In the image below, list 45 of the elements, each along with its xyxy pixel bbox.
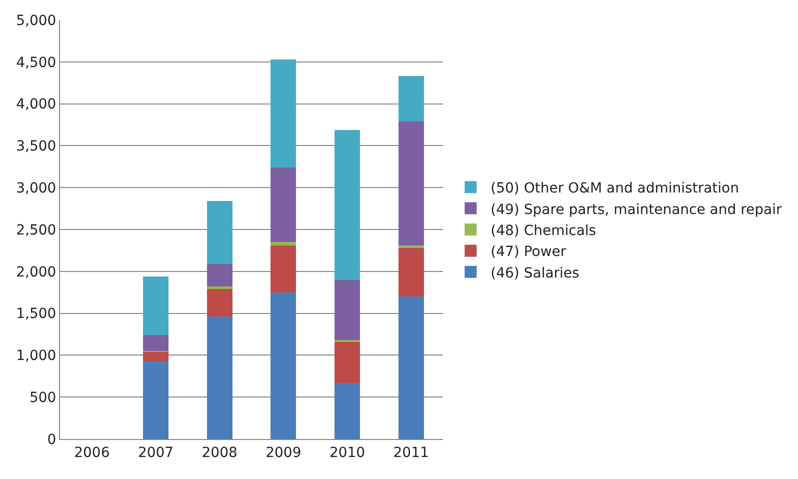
x-tick-label: 2006 [74,444,110,461]
bar [206,264,232,286]
bar [334,342,360,383]
y-tick-label: 1,000 [16,348,56,364]
bar [206,286,232,289]
bar [270,292,296,439]
legend-label: (47) Power [490,244,566,260]
bar [398,121,424,246]
bar [270,242,296,246]
x-tick-label: 2009 [266,444,302,461]
bar [398,245,424,248]
y-tick-label: 500 [29,390,56,406]
y-tick-label: 4,500 [16,54,56,71]
x-tick-label: 2011 [393,444,429,461]
y-tick-label: 2,000 [16,264,56,280]
x-tick-label: 2008 [202,444,238,461]
bar [206,289,232,317]
bar [334,130,360,280]
bar [270,167,296,242]
legend-label: (50) Other O&M and administration [490,180,740,197]
bar [398,76,424,122]
x-tick-label: 2007 [138,444,174,461]
legend-label: (48) Chemicals [490,222,596,239]
y-tick-label: 4,000 [16,96,56,113]
y-tick-label: 3,000 [16,180,56,196]
bar [334,280,360,340]
y-tick-label: 5,000 [16,12,56,29]
bar [142,335,169,352]
x-tick-label: 2010 [329,444,366,461]
bar [142,352,169,362]
bar [398,296,424,439]
y-tick-label: 1,500 [16,306,56,322]
bar [334,382,360,439]
y-tick-label: 2,500 [16,222,56,238]
bar [206,316,232,439]
bar [142,276,169,336]
y-tick-label: 0 [47,432,56,448]
y-tick-label: 3,500 [16,138,56,155]
bar [142,361,169,439]
bar [398,247,424,297]
legend-label: (49) Spare parts, maintenance and repair [490,202,782,218]
bar [270,59,296,168]
bar [270,245,296,292]
bar [206,201,232,264]
legend-label: (46) Salaries [490,265,580,282]
